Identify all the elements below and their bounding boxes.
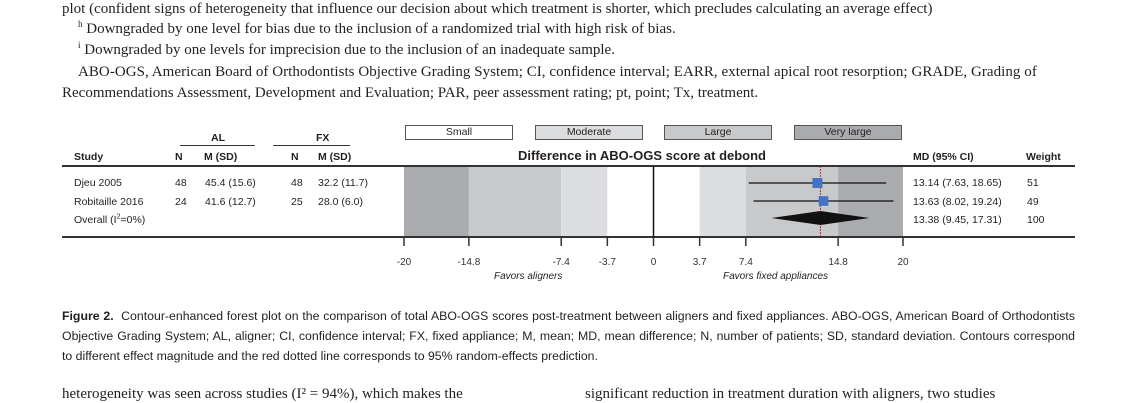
header-underline <box>180 145 255 146</box>
header-underline <box>273 145 350 146</box>
favors-right-label: Favors fixed appliances <box>723 271 829 282</box>
point-estimate-square <box>818 196 829 206</box>
x-tick-label: 7.4 <box>739 257 753 268</box>
overall-label: Overall (I2=0%) <box>74 213 146 227</box>
msd-fx: 32.2 (11.7) <box>318 177 369 189</box>
footnote-mark: i <box>78 40 81 50</box>
x-tick-label: -3.7 <box>599 257 617 268</box>
weight: 100 <box>1027 214 1045 226</box>
overall-diamond <box>771 211 870 225</box>
figure-caption: Figure 2. Contour-enhanced forest plot o… <box>62 306 1075 366</box>
caption-label: Figure 2. <box>62 309 114 323</box>
legend-very-large: Very large <box>794 125 902 140</box>
x-tick-label: 3.7 <box>693 257 707 268</box>
contour-band <box>561 166 608 237</box>
footnote-text: Downgraded by one levels for imprecision… <box>84 42 615 58</box>
footnote-h: h Downgraded by one level for bias due t… <box>78 20 676 38</box>
footnote-text: Downgraded by one level for bias due to … <box>86 21 676 37</box>
abbrev-line: Recommendations Assessment, Development … <box>62 85 759 101</box>
weight: 49 <box>1027 196 1039 208</box>
group-header-fx: FX <box>316 132 330 144</box>
col-weight: Weight <box>1026 151 1061 163</box>
plot-title: Difference in ABO-OGS score at debond <box>518 148 767 163</box>
body-text-right: significant reduction in treatment durat… <box>585 386 996 402</box>
col-study: Study <box>74 151 104 163</box>
caption-text: Contour-enhanced forest plot on the comp… <box>62 309 1075 363</box>
legend-small: Small <box>405 125 513 140</box>
msd-fx: 28.0 (6.0) <box>318 196 363 208</box>
body-text-left: heterogeneity was seen across studies (I… <box>62 386 463 402</box>
footnote-mark: h <box>78 19 83 29</box>
col-msd-al: M (SD) <box>204 151 238 163</box>
col-n-fx: N <box>291 151 299 163</box>
contour-band <box>468 166 562 237</box>
col-n-al: N <box>175 151 183 163</box>
footnote-i: i Downgraded by one levels for imprecisi… <box>78 41 615 59</box>
abbrev-line: ABO-OGS, American Board of Orthodontists… <box>78 64 1037 80</box>
col-msd-fx: M (SD) <box>318 151 352 163</box>
msd-al: 45.4 (15.6) <box>205 177 256 189</box>
legend-large: Large <box>664 125 772 140</box>
msd-al: 41.6 (12.7) <box>205 196 256 208</box>
x-tick-label: 20 <box>897 257 909 268</box>
contour-band <box>404 166 469 237</box>
n-al: 48 <box>175 177 187 189</box>
md-ci: 13.14 (7.63, 18.65) <box>913 177 1002 189</box>
md-ci: 13.38 (9.45, 17.31) <box>913 214 1002 226</box>
n-fx: 48 <box>291 177 303 189</box>
text-line: plot (confident signs of heterogeneity t… <box>62 1 933 17</box>
col-md: MD (95% CI) <box>913 151 974 163</box>
legend-moderate: Moderate <box>535 125 643 140</box>
point-estimate-square <box>812 178 823 188</box>
study-name: Djeu 2005 <box>74 177 122 189</box>
x-tick-label: 0 <box>651 257 657 268</box>
favors-left-label: Favors aligners <box>494 271 563 282</box>
x-tick-label: 14.8 <box>828 257 848 268</box>
weight: 51 <box>1027 177 1039 189</box>
md-ci: 13.63 (8.02, 19.24) <box>913 196 1002 208</box>
n-al: 24 <box>175 196 187 208</box>
study-name: Robitaille 2016 <box>74 196 144 208</box>
x-tick-label: -14.8 <box>457 257 480 268</box>
x-tick-label: -20 <box>397 257 412 268</box>
contour-band <box>699 166 746 237</box>
group-header-al: AL <box>211 132 225 144</box>
x-tick-label: -7.4 <box>553 257 571 268</box>
n-fx: 25 <box>291 196 303 208</box>
